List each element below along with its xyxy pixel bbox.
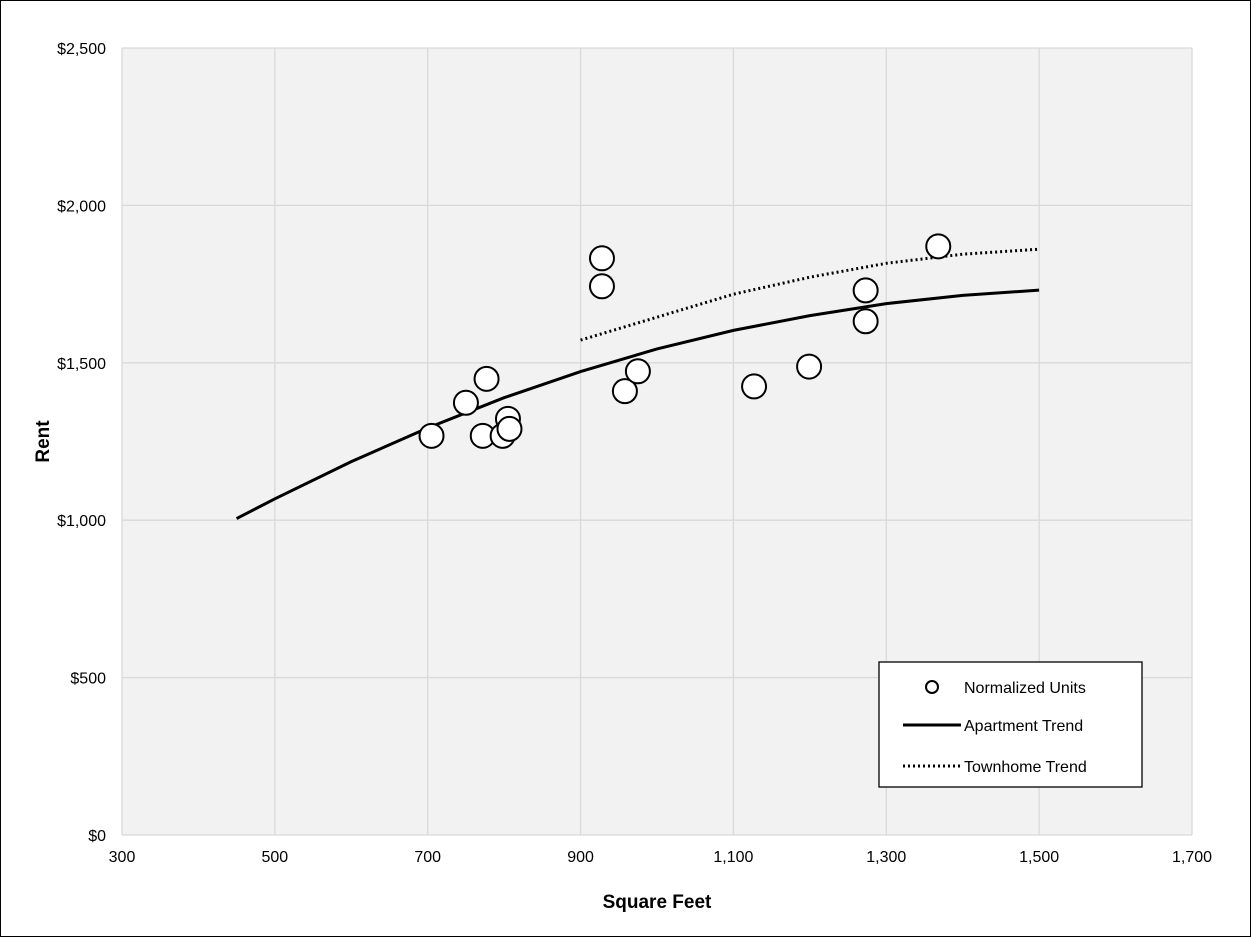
data-point (852, 277, 879, 304)
x-tick-label: 1,500 (1019, 849, 1059, 866)
data-point (741, 373, 768, 400)
y-axis-ticks: $0 $500 $1,000 $1,500 $2,000 $2,500 (57, 41, 106, 845)
x-tick-label: 1,100 (713, 849, 753, 866)
legend-label-apartment-trend: Apartment Trend (964, 718, 1083, 735)
y-tick-label: $1,000 (57, 513, 106, 530)
data-point (925, 233, 952, 260)
x-axis-ticks: 300 500 700 900 1,100 1,300 1,500 1,700 (109, 849, 1212, 866)
data-point (452, 389, 479, 416)
y-tick-label: $500 (70, 671, 106, 688)
x-tick-label: 500 (262, 849, 289, 866)
data-point (473, 365, 500, 392)
data-point (852, 308, 879, 335)
data-point (588, 273, 615, 300)
x-tick-label: 900 (567, 849, 594, 866)
y-tick-label: $1,500 (57, 356, 106, 373)
data-point (796, 353, 823, 380)
x-axis-title: Square Feet (603, 892, 712, 913)
x-tick-label: 300 (109, 849, 136, 866)
data-point (418, 422, 445, 449)
x-tick-label: 1,300 (866, 849, 906, 866)
data-point (624, 358, 651, 385)
x-tick-label: 1,700 (1172, 849, 1212, 866)
data-point (588, 245, 615, 272)
data-point (611, 378, 638, 405)
legend: Normalized Units Apartment Trend Townhom… (878, 661, 1143, 788)
trend-lines (235, 247, 1040, 520)
y-axis-title: Rent (33, 420, 54, 463)
legend-label-townhome-trend: Townhome Trend (964, 759, 1087, 776)
legend-label-normalized-units: Normalized Units (964, 680, 1086, 697)
y-tick-label: $2,000 (57, 198, 106, 215)
x-tick-label: 700 (414, 849, 441, 866)
data-point (496, 415, 523, 442)
legend-marker-normalized-units (925, 680, 939, 694)
trend-line-apartment-trend (235, 288, 1040, 520)
data-points (418, 233, 952, 449)
y-tick-label: $2,500 (57, 41, 106, 58)
y-tick-label: $0 (88, 828, 106, 845)
